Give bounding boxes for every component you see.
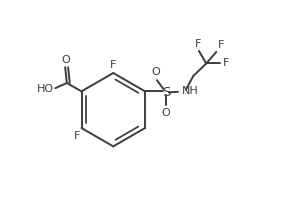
- Text: O: O: [61, 55, 70, 65]
- Text: F: F: [195, 39, 202, 49]
- Text: HO: HO: [37, 84, 54, 94]
- Text: F: F: [223, 58, 229, 69]
- Text: O: O: [162, 108, 170, 118]
- Text: F: F: [73, 131, 80, 141]
- Text: O: O: [151, 67, 160, 77]
- Text: F: F: [218, 40, 224, 50]
- Text: F: F: [110, 60, 117, 70]
- Text: NH: NH: [182, 86, 199, 96]
- Text: S: S: [162, 86, 170, 99]
